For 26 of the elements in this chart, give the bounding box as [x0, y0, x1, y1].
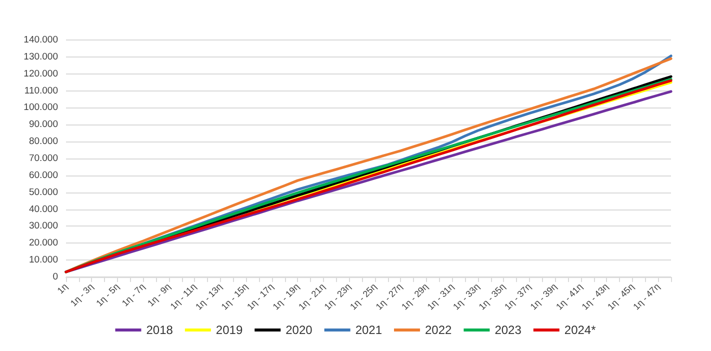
y-tick-label: 0: [52, 272, 58, 282]
x-tick-label: 1η - 7η: [120, 281, 147, 308]
legend-label: 2022: [425, 323, 452, 337]
y-tick-label: 20.000: [28, 238, 58, 249]
y-tick-label: 120.000: [24, 68, 58, 80]
y-tick-label: 30.000: [28, 220, 58, 232]
y-tick-label: 70.000: [28, 153, 58, 164]
y-tick-label: 80.000: [28, 136, 58, 148]
legend-label: 2020: [286, 323, 313, 337]
legend-label: 2019: [216, 323, 243, 337]
y-tick-label: 90.000: [28, 119, 58, 130]
y-tick-label: 130.000: [24, 51, 58, 62]
x-tick-label: 1η - 3η: [68, 281, 96, 308]
y-tick-label: 100.000: [24, 102, 58, 114]
legend-label: 2024*: [564, 323, 596, 337]
legend-label: 2021: [355, 323, 382, 337]
x-tick-label: 1η: [55, 281, 70, 296]
y-tick-label: 140.000: [24, 34, 58, 46]
y-tick-label: 50.000: [28, 186, 58, 198]
y-tick-label: 10.000: [28, 254, 58, 266]
y-tick-label: 110.000: [24, 85, 58, 96]
y-tick-label: 40.000: [28, 204, 58, 215]
x-tick-label: 1η - 5η: [94, 281, 122, 308]
legend-label: 2023: [494, 323, 522, 337]
y-tick-label: 60.000: [28, 170, 58, 181]
legend-label: 2018: [146, 323, 174, 337]
